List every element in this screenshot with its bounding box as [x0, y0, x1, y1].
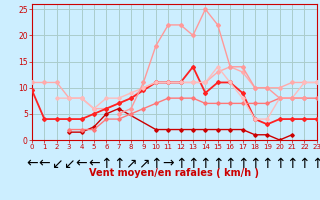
X-axis label: Vent moyen/en rafales ( km/h ): Vent moyen/en rafales ( km/h )	[89, 168, 260, 178]
